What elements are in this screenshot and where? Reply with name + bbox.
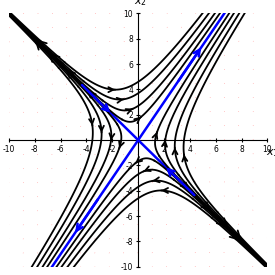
X-axis label: $x_1$: $x_1$ [266,148,275,160]
Y-axis label: $x_2$: $x_2$ [134,0,147,8]
